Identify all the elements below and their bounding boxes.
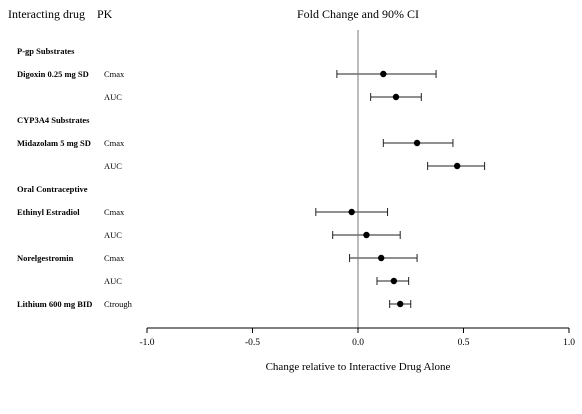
- interacting-drug-header: Interacting drug: [8, 7, 85, 21]
- point-estimate: [453, 162, 461, 170]
- pk-label: AUC: [104, 92, 122, 102]
- x-tick-label: 0.0: [352, 338, 364, 348]
- group-label: Oral Contraceptive: [17, 184, 88, 194]
- point-estimate: [390, 277, 398, 285]
- point-estimate: [397, 300, 404, 308]
- point-estimate: [413, 139, 421, 147]
- pk-label: Cmax: [104, 69, 125, 79]
- point-estimate: [378, 254, 385, 262]
- pk-label: Cmax: [104, 253, 125, 263]
- x-tick-label: 0.5: [458, 338, 470, 348]
- drug-label: Lithium 600 mg BID: [17, 299, 92, 309]
- pk-header: PK: [97, 7, 113, 21]
- point-estimate: [380, 70, 387, 78]
- drug-label: Digoxin 0.25 mg SD: [17, 69, 89, 79]
- x-tick-label: -1.0: [139, 338, 154, 348]
- group-label: CYP3A4 Substrates: [17, 115, 90, 125]
- rows-layer: P-gp Substrates Digoxin 0.25 mg SD Cmax AUC…: [17, 46, 486, 309]
- pk-label: AUC: [104, 230, 122, 240]
- plot-title: Fold Change and 90% CI: [297, 7, 419, 21]
- point-estimate: [348, 208, 355, 216]
- x-tick-label: -0.5: [245, 338, 260, 348]
- x-axis: -1.0 -0.5 0.0 0.5 1.0: [139, 30, 575, 348]
- pk-label: AUC: [104, 161, 122, 171]
- pk-label: Ctrough: [104, 299, 133, 309]
- x-axis-label: Change relative to Interactive Drug Alon…: [266, 361, 451, 373]
- pk-label: AUC: [104, 276, 122, 286]
- pk-label: Cmax: [104, 138, 125, 148]
- point-estimate: [392, 93, 400, 101]
- drug-label: Midazolam 5 mg SD: [17, 138, 91, 148]
- x-tick-label: 1.0: [563, 338, 575, 348]
- drug-label: Norelgestromin: [17, 253, 74, 263]
- point-estimate: [363, 231, 370, 239]
- drug-label: Ethinyl Estradiol: [17, 207, 80, 217]
- pk-label: Cmax: [104, 207, 125, 217]
- group-label: P-gp Substrates: [17, 46, 75, 56]
